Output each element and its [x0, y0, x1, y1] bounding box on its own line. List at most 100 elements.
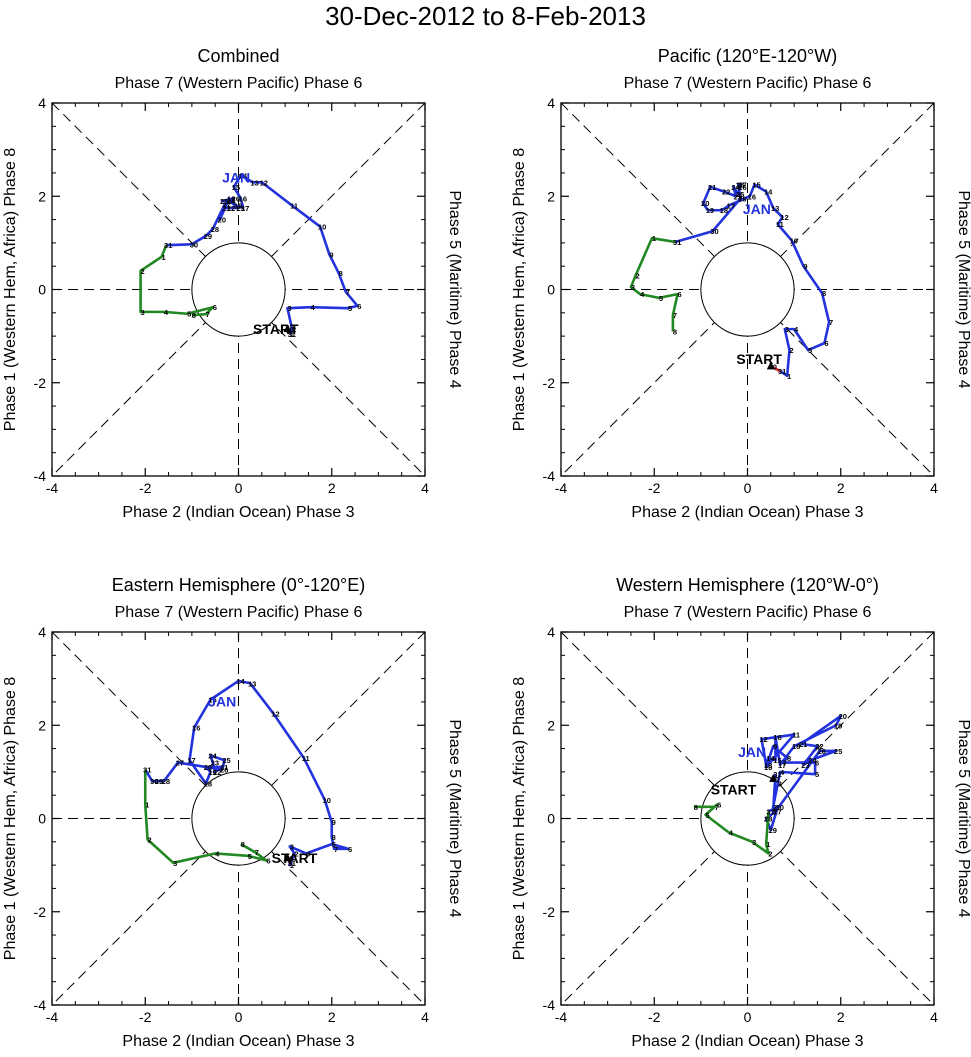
- panel-title: Combined: [197, 46, 279, 66]
- panel-title: Eastern Hemisphere (0°-120°E): [112, 575, 366, 595]
- day-label: 14: [764, 188, 773, 197]
- y-tick-label: -4: [34, 997, 47, 1013]
- day-label: 3: [631, 283, 635, 292]
- day-label: 15: [232, 183, 240, 192]
- day-label: 12: [271, 710, 279, 719]
- day-label: 23: [236, 204, 244, 213]
- start-marker: [769, 773, 778, 782]
- start-marker: [283, 853, 292, 862]
- day-label: 1: [161, 253, 165, 262]
- x-tick-label: -2: [139, 1009, 152, 1025]
- day-label: 7: [782, 759, 786, 768]
- panel-title: Western Hemisphere (120°W-0°): [616, 575, 879, 595]
- day-label: 9: [803, 262, 807, 271]
- left-phase-label: Phase 1 (Western Hem, Africa) Phase 8: [511, 677, 528, 960]
- day-label: 23: [211, 759, 219, 768]
- series-line-feb: [139, 244, 215, 317]
- series-line-jan: [144, 679, 350, 867]
- start-label: START: [736, 351, 782, 367]
- day-label: 27: [176, 759, 184, 768]
- month-label: JAN: [743, 201, 771, 217]
- x-tick-label: 2: [328, 480, 336, 496]
- day-label: 28: [211, 225, 219, 234]
- day-label: 6: [348, 845, 352, 854]
- day-label: 28: [162, 777, 170, 786]
- top-phase-label: Phase 7 (Western Pacific) Phase 6: [115, 604, 363, 621]
- day-label: 8: [694, 803, 698, 812]
- x-tick-label: -4: [46, 480, 59, 496]
- y-tick-label: 0: [547, 811, 555, 827]
- month-label: JAN: [222, 169, 250, 185]
- left-phase-label: Phase 1 (Western Hem, Africa) Phase 8: [511, 148, 528, 431]
- day-label: 4: [640, 290, 645, 299]
- day-label: 24: [227, 197, 236, 206]
- day-label: 29: [204, 232, 212, 241]
- x-tick-label: 2: [837, 480, 845, 496]
- right-phase-label: Phase 5 (Maritime) Phase 4: [955, 719, 971, 917]
- day-label: 17: [778, 761, 786, 770]
- y-tick-label: 0: [547, 282, 555, 298]
- panel-title: Pacific (120°E-120°W): [658, 46, 837, 66]
- x-tick-label: -2: [648, 1009, 661, 1025]
- day-label: 6: [213, 303, 217, 312]
- day-label: 28: [736, 181, 744, 190]
- trajectory: 3031123456789101112131415161718192021222…: [139, 171, 361, 339]
- y-tick-label: 4: [38, 95, 46, 111]
- start-marker: [283, 324, 292, 333]
- bottom-phase-label: Phase 2 (Indian Ocean) Phase 3: [631, 504, 863, 521]
- day-label: 8: [332, 833, 336, 842]
- day-label: 11: [302, 754, 310, 763]
- day-label: 21: [708, 183, 716, 192]
- day-label: 2: [773, 803, 777, 812]
- bottom-phase-label: Phase 2 (Indian Ocean) Phase 3: [631, 1033, 863, 1050]
- day-label: 20: [218, 216, 226, 225]
- top-phase-label: Phase 7 (Western Pacific) Phase 6: [624, 75, 872, 92]
- day-label: 1: [773, 808, 777, 817]
- main-title: 30-Dec-2012 to 8-Feb-2013: [325, 1, 646, 31]
- trajectory: 3031123456789101112131415161718192021222…: [629, 181, 833, 381]
- day-label: 25: [220, 197, 228, 206]
- day-label: 29: [769, 826, 777, 835]
- day-label: 29: [155, 777, 163, 786]
- day-label: 15: [208, 696, 216, 705]
- top-phase-label: Phase 7 (Western Pacific) Phase 6: [115, 75, 363, 92]
- day-label: 23: [734, 192, 742, 201]
- y-tick-label: 4: [38, 624, 46, 640]
- y-tick-label: -2: [34, 904, 47, 920]
- y-tick-label: -4: [543, 468, 556, 484]
- day-label: 9: [773, 742, 777, 751]
- x-tick-label: 0: [744, 480, 752, 496]
- day-label: 18: [234, 202, 242, 211]
- day-label: 10: [323, 796, 331, 805]
- day-label: 2: [768, 849, 772, 858]
- day-label: 31: [773, 770, 781, 779]
- y-tick-label: 2: [547, 188, 555, 204]
- day-label: 7: [715, 803, 719, 812]
- day-label: 20: [839, 712, 847, 721]
- day-label: 31: [164, 241, 172, 250]
- x-tick-label: 2: [328, 1009, 336, 1025]
- day-label: 10: [318, 223, 326, 232]
- right-phase-label: Phase 5 (Maritime) Phase 4: [446, 190, 463, 388]
- day-label: 30: [776, 803, 784, 812]
- bottom-phase-label: Phase 2 (Indian Ocean) Phase 3: [122, 1033, 354, 1050]
- unit-circle: [700, 242, 795, 337]
- day-label: 6: [717, 801, 721, 810]
- day-label: 31: [143, 766, 151, 775]
- y-tick-label: 0: [38, 282, 46, 298]
- y-tick-label: -2: [34, 375, 47, 391]
- day-label: 15: [752, 181, 760, 190]
- x-tick-label: 0: [235, 480, 243, 496]
- day-label: 5: [659, 294, 663, 303]
- series-line-feb: [143, 769, 268, 865]
- x-tick-label: -4: [46, 1009, 59, 1025]
- day-label: 31: [766, 808, 774, 817]
- day-label: 9: [332, 818, 336, 827]
- day-label: 6: [815, 759, 819, 768]
- day-label: 25: [834, 747, 842, 756]
- day-label: 21: [222, 204, 230, 213]
- day-label: 27: [222, 201, 230, 210]
